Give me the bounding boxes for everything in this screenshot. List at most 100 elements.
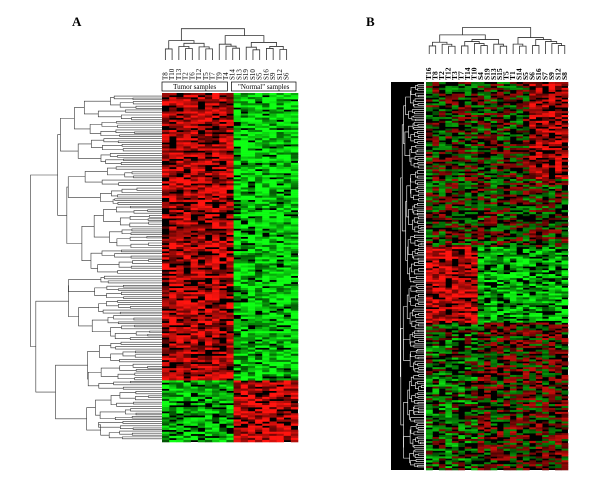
heatmap-cell [548,285,556,288]
panel-a-sample-label: T5 [202,72,210,80]
heatmap-cell [561,165,569,168]
heatmap-cell [212,103,220,106]
heatmap-cell [451,308,459,312]
heatmap-cell [283,433,292,437]
heatmap-cell [226,195,234,198]
heatmap-cell [445,124,453,127]
heatmap-cell [233,173,242,176]
heatmap-cell [255,439,263,443]
heatmap-cell [255,372,263,375]
heatmap-cell [269,224,277,227]
heatmap-cell [176,300,184,303]
heatmap-cell [233,156,242,159]
heatmap-cell [247,306,256,309]
heatmap-cell [490,316,498,319]
heatmap-cell [169,210,177,213]
heatmap-cell [458,155,466,158]
heatmap-cell [226,281,234,285]
heatmap-cell [535,221,543,224]
heatmap-cell [503,180,511,184]
heatmap-cell [290,351,299,355]
heatmap-cell [190,121,199,125]
heatmap-cell [451,322,459,325]
heatmap-cell [464,244,472,248]
heatmap-cell [555,93,562,96]
heatmap-cell [555,314,562,318]
heatmap-cell [535,326,543,329]
heatmap-cell [169,253,177,256]
heatmap-cell [204,255,213,258]
heatmap-cell [169,376,177,379]
heatmap-cell [212,251,220,254]
heatmap-cell [484,175,491,178]
heatmap-cell [477,134,485,137]
heatmap-cell [290,366,299,369]
heatmap-cell [190,435,199,439]
heatmap-cell [255,413,263,416]
heatmap-cell [484,211,491,215]
heatmap-cell [522,285,530,288]
heatmap-cell [233,177,242,180]
heatmap-cell [290,314,299,318]
heatmap-cell [535,93,543,96]
heatmap-cell [561,320,569,323]
heatmap-cell [542,223,549,226]
heatmap-cell [262,415,270,418]
heatmap-cell [451,173,459,176]
heatmap-cell [535,173,543,176]
heatmap-cell [183,357,191,361]
heatmap-cell [432,233,440,236]
heatmap-cell [240,320,249,324]
heatmap-cell [503,285,511,288]
heatmap-cell [490,118,498,122]
heatmap-cell [162,423,170,426]
heatmap-cell [197,181,206,184]
heatmap-cell [176,314,184,318]
heatmap-cell [522,250,530,254]
heatmap-cell [276,296,284,299]
heatmap-cell [169,115,177,118]
heatmap-cell [283,212,292,215]
heatmap-cell [561,151,569,155]
heatmap-cell [438,116,446,120]
heatmap-cell [219,324,227,328]
heatmap-cell [283,218,292,221]
heatmap-cell [197,376,206,379]
heatmap-cell [247,357,256,361]
heatmap-cell [197,363,206,367]
heatmap-cell [426,221,433,224]
heatmap-cell [561,231,569,234]
heatmap-cell [176,402,184,406]
heatmap-cell [212,384,220,387]
heatmap-cell [162,405,170,408]
heatmap-cell [183,183,191,186]
heatmap-cell [516,322,524,325]
heatmap-cell [490,134,498,137]
heatmap-cell [484,320,491,323]
panel-a-row-tree-branch [130,243,162,248]
heatmap-cell [190,93,199,96]
heatmap-cell [162,189,170,192]
heatmap-cell [484,101,491,104]
heatmap-cell [535,194,543,197]
heatmap-cell [262,437,270,441]
heatmap-cell [233,398,242,402]
heatmap-cell [212,263,220,266]
heatmap-cell [226,374,234,377]
heatmap-cell [247,288,256,291]
heatmap-cell [290,384,299,387]
heatmap-cell [197,246,206,250]
heatmap-cell [169,107,177,110]
heatmap-cell [197,175,206,178]
heatmap-cell [212,425,220,428]
heatmap-cell [283,413,292,416]
heatmap-cell [516,301,524,304]
heatmap-cell [283,129,292,133]
heatmap-cell [509,198,517,201]
heatmap-cell [438,328,446,331]
heatmap-cell [477,157,485,160]
heatmap-cell [484,177,491,180]
heatmap-cell [233,407,242,410]
heatmap-cell [516,268,524,271]
heatmap-cell [290,152,299,155]
